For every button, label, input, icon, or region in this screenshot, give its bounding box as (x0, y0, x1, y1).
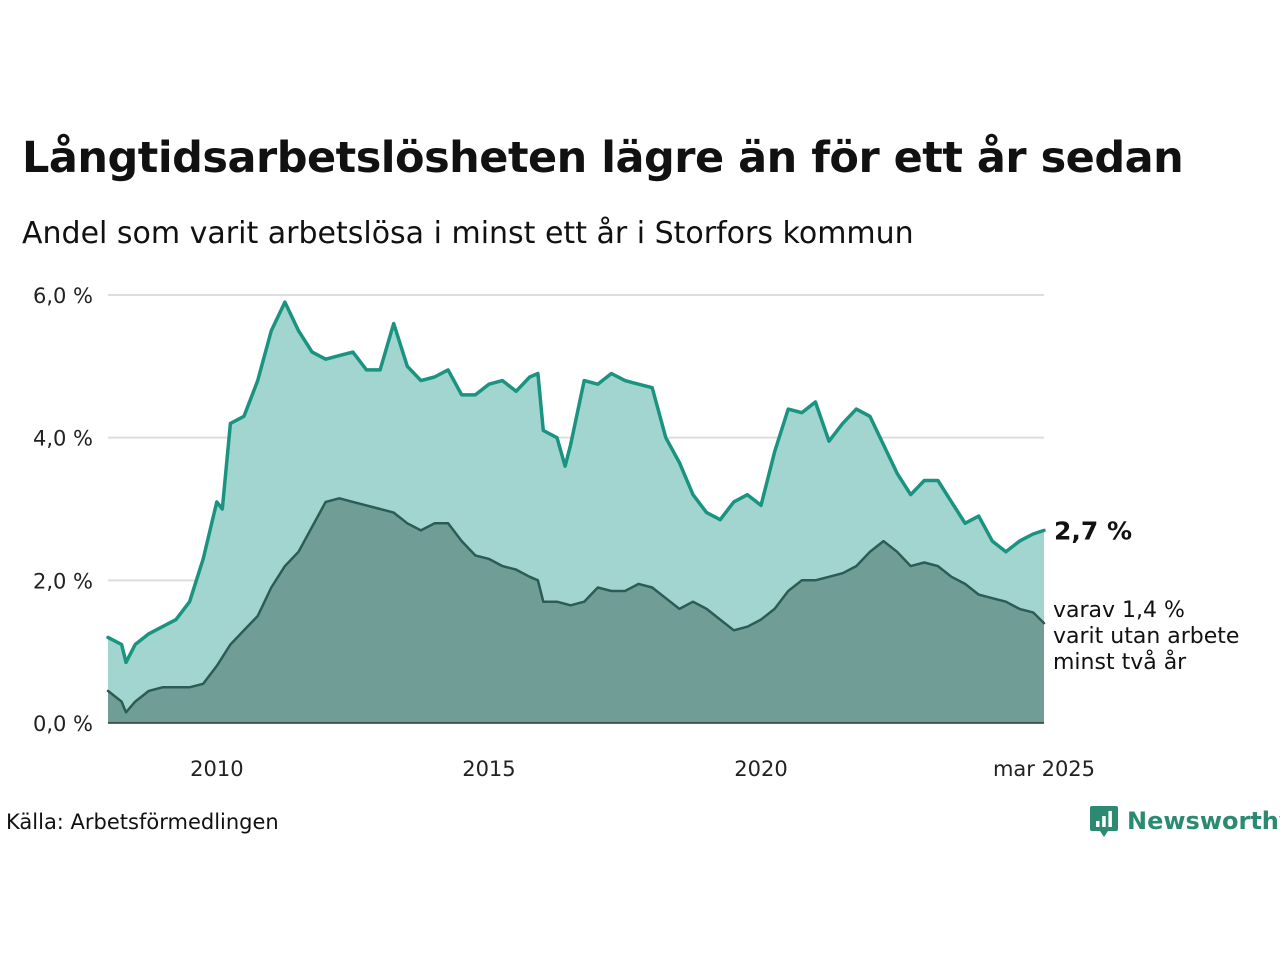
chart-lines (106, 300, 1046, 714)
y-tick-label: 4,0 % (33, 427, 93, 451)
end-label-long-line: minst två år (1053, 649, 1187, 675)
y-tick-label: 6,0 % (33, 284, 93, 308)
line-total (106, 300, 1046, 665)
source-note: Källa: Arbetsförmedlingen (6, 810, 279, 834)
newsworthy-logo-icon (1090, 806, 1118, 837)
end-label-long-line: varav 1,4 % (1053, 598, 1185, 623)
end-label-total: 2,7 % (1054, 516, 1132, 545)
chart-areas (108, 302, 1044, 723)
x-tick-label: 2020 (734, 757, 787, 781)
y-tick-label: 0,0 % (33, 712, 93, 736)
newsworthy-logo[interactable]: Newsworthy (1089, 804, 1280, 838)
end-labels: 2,7 % varav 1,4 % varit utan arbete mins… (1053, 516, 1246, 675)
x-tick-label: mar 2025 (993, 757, 1095, 781)
line-long (106, 497, 1046, 714)
x-tick-label: 2010 (190, 757, 243, 781)
x-axis-ticks: 2010 2015 2020 mar 2025 (190, 757, 1095, 781)
y-tick-label: 2,0 % (33, 569, 93, 593)
chart-title: Långtidsarbetslösheten lägre än för ett … (22, 133, 1184, 183)
end-label-long: varav 1,4 % varit utan arbete minst två … (1053, 598, 1246, 675)
y-axis-ticks: 0,0 % 2,0 % 4,0 % 6,0 % (33, 284, 93, 736)
area-long (108, 498, 1044, 723)
brand-name: Newsworthy (1127, 807, 1280, 835)
chart-subtitle: Andel som varit arbetslösa i minst ett å… (22, 216, 914, 251)
end-label-long-line: varit utan arbete (1053, 624, 1239, 649)
x-tick-label: 2015 (462, 757, 515, 781)
